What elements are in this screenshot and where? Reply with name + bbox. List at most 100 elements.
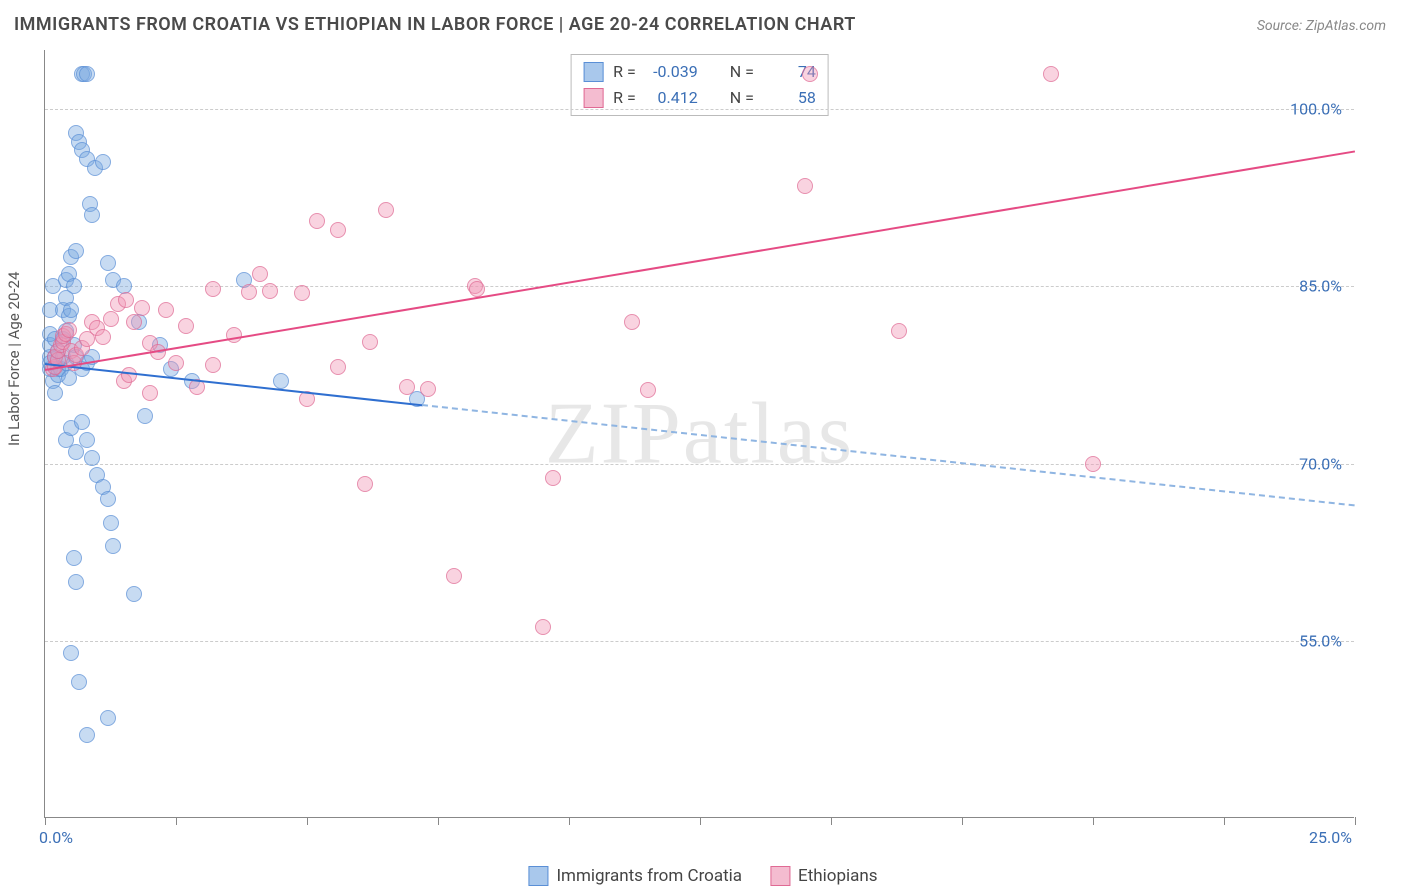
y-tick-label: 55.0%	[1299, 631, 1342, 650]
scatter-point-croatia	[100, 710, 116, 726]
chart-title: IMMIGRANTS FROM CROATIA VS ETHIOPIAN IN …	[14, 14, 856, 35]
scatter-point-ethiopians	[241, 284, 257, 300]
scatter-point-ethiopians	[1085, 456, 1101, 472]
scatter-point-ethiopians	[640, 382, 656, 398]
scatter-point-ethiopians	[205, 357, 221, 373]
scatter-point-ethiopians	[61, 322, 77, 338]
scatter-point-ethiopians	[294, 285, 310, 301]
scatter-point-ethiopians	[797, 178, 813, 194]
scatter-point-croatia	[63, 645, 79, 661]
x-tick-label: 25.0%	[1309, 828, 1352, 847]
scatter-point-ethiopians	[158, 302, 174, 318]
scatter-point-croatia	[126, 586, 142, 602]
x-tick	[700, 817, 701, 825]
legend-item-croatia: Immigrants from Croatia	[528, 866, 742, 886]
scatter-point-ethiopians	[1043, 66, 1059, 82]
scatter-point-ethiopians	[330, 359, 346, 375]
scatter-point-ethiopians	[168, 355, 184, 371]
scatter-point-croatia	[79, 727, 95, 743]
scatter-point-ethiopians	[378, 202, 394, 218]
scatter-point-ethiopians	[118, 292, 134, 308]
scatter-point-croatia	[103, 515, 119, 531]
scatter-point-croatia	[79, 432, 95, 448]
scatter-point-croatia	[63, 302, 79, 318]
scatter-point-ethiopians	[309, 213, 325, 229]
scatter-point-croatia	[100, 255, 116, 271]
y-tick-label: 85.0%	[1299, 277, 1342, 296]
legend-r-value: -0.039	[646, 59, 698, 85]
scatter-point-ethiopians	[535, 619, 551, 635]
scatter-point-ethiopians	[357, 476, 373, 492]
x-tick	[45, 817, 46, 825]
y-axis-label: In Labor Force | Age 20-24	[5, 272, 23, 446]
x-tick	[307, 817, 308, 825]
legend-label: Ethiopians	[798, 866, 878, 886]
x-tick	[1093, 817, 1094, 825]
x-tick	[176, 817, 177, 825]
swatch-ethiopians	[770, 866, 790, 886]
scatter-point-croatia	[68, 243, 84, 259]
scatter-point-croatia	[66, 550, 82, 566]
scatter-point-croatia	[105, 538, 121, 554]
scatter-point-croatia	[84, 207, 100, 223]
scatter-point-ethiopians	[446, 568, 462, 584]
scatter-point-croatia	[68, 574, 84, 590]
scatter-point-ethiopians	[545, 470, 561, 486]
scatter-point-ethiopians	[330, 222, 346, 238]
scatter-point-croatia	[74, 414, 90, 430]
scatter-point-ethiopians	[205, 281, 221, 297]
swatch-croatia	[583, 62, 603, 82]
gridline	[45, 641, 1354, 642]
scatter-point-croatia	[137, 408, 153, 424]
legend-r-value: 0.412	[646, 85, 698, 111]
trendline-croatia-extrapolated	[422, 404, 1355, 506]
chart-container: IMMIGRANTS FROM CROATIA VS ETHIOPIAN IN …	[0, 0, 1406, 892]
trendline-ethiopians	[45, 150, 1355, 371]
scatter-point-croatia	[273, 373, 289, 389]
x-tick	[438, 817, 439, 825]
scatter-point-ethiopians	[362, 334, 378, 350]
legend-n-label: N =	[730, 85, 754, 111]
x-tick	[1224, 817, 1225, 825]
scatter-point-ethiopians	[624, 314, 640, 330]
y-tick-label: 70.0%	[1299, 454, 1342, 473]
trendline-croatia	[45, 363, 422, 406]
scatter-point-ethiopians	[399, 379, 415, 395]
legend-row-ethiopians: R = 0.412 N = 58	[583, 85, 816, 111]
gridline	[45, 464, 1354, 465]
scatter-point-ethiopians	[178, 318, 194, 334]
scatter-point-ethiopians	[142, 385, 158, 401]
scatter-point-croatia	[71, 674, 87, 690]
swatch-croatia	[528, 866, 548, 886]
x-tick	[1355, 817, 1356, 825]
plot-area: ZIPatlas R = -0.039 N = 74 R = 0.412 N =…	[44, 50, 1354, 818]
legend-row-croatia: R = -0.039 N = 74	[583, 59, 816, 85]
scatter-point-ethiopians	[134, 300, 150, 316]
scatter-point-ethiopians	[95, 329, 111, 345]
scatter-point-ethiopians	[126, 314, 142, 330]
x-tick	[962, 817, 963, 825]
source-attribution: Source: ZipAtlas.com	[1257, 18, 1386, 34]
y-tick-label: 100.0%	[1290, 100, 1342, 119]
scatter-point-croatia	[100, 491, 116, 507]
series-legend: Immigrants from Croatia Ethiopians	[520, 866, 885, 886]
x-tick	[569, 817, 570, 825]
scatter-point-ethiopians	[262, 283, 278, 299]
legend-r-label: R =	[613, 85, 636, 111]
scatter-point-croatia	[47, 385, 63, 401]
scatter-point-ethiopians	[420, 381, 436, 397]
legend-n-label: N =	[730, 59, 754, 85]
scatter-point-ethiopians	[802, 66, 818, 82]
scatter-point-croatia	[95, 154, 111, 170]
scatter-point-ethiopians	[891, 323, 907, 339]
legend-r-label: R =	[613, 59, 636, 85]
correlation-legend: R = -0.039 N = 74 R = 0.412 N = 58	[570, 54, 829, 116]
legend-label: Immigrants from Croatia	[556, 866, 742, 886]
scatter-point-ethiopians	[469, 281, 485, 297]
x-tick-label: 0.0%	[39, 828, 73, 847]
swatch-ethiopians	[583, 88, 603, 108]
legend-n-value: 58	[764, 85, 816, 111]
scatter-point-croatia	[79, 66, 95, 82]
scatter-point-croatia	[84, 450, 100, 466]
scatter-point-ethiopians	[121, 367, 137, 383]
